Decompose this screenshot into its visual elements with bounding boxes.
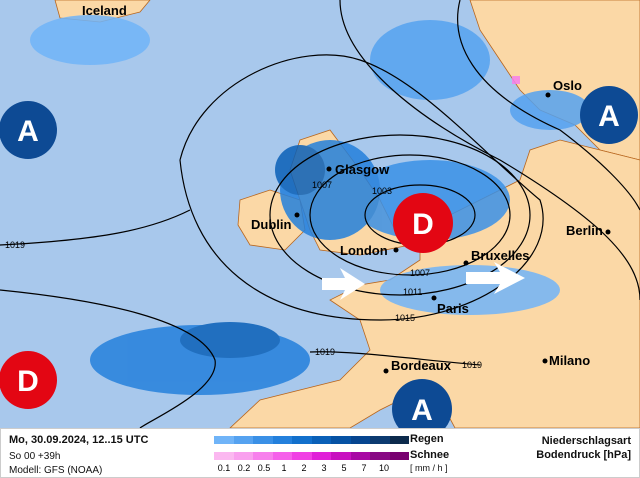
scale-swatch	[350, 452, 370, 460]
city-label: Paris	[437, 301, 469, 316]
rain-label: Regen	[410, 433, 444, 445]
isobar-label: 1019	[315, 347, 335, 357]
wind-arrow-icon	[322, 268, 365, 300]
isobar-label: 1003	[372, 186, 392, 196]
scale-swatch	[292, 436, 312, 444]
isobar-labels: 1019 1007 1003 1007 1011 1015 1019 1019	[5, 180, 482, 370]
scale-swatch	[389, 452, 409, 460]
scale-swatch	[370, 452, 390, 460]
legend: Mo, 30.09.2024, 12..15 UTC So 00 +39h Mo…	[0, 428, 640, 478]
legend-title-type: Niederschlagsart	[541, 435, 631, 447]
scale-swatch	[311, 452, 331, 460]
svg-text:A: A	[411, 394, 433, 427]
isobar-label: 1019	[5, 240, 25, 250]
low-pressure-icon	[393, 193, 453, 253]
scale-swatch	[370, 436, 390, 444]
scale-swatch	[233, 452, 253, 460]
scale-swatch	[331, 436, 351, 444]
scale-swatch	[214, 452, 234, 460]
wind-arrows	[322, 262, 525, 300]
isobar-label: 1015	[395, 313, 415, 323]
scale-tick: 2	[301, 463, 307, 473]
scale-tick: 0.2	[237, 463, 251, 473]
scale-swatch	[214, 436, 234, 444]
isobar-label: 1019	[462, 360, 482, 370]
legend-title-pressure: Bodendruck [hPa]	[536, 449, 631, 461]
city-label: Milano	[549, 353, 590, 368]
model-name: Modell: GFS (NOAA)	[9, 465, 103, 476]
isobar-label: 1007	[312, 180, 332, 190]
svg-text:A: A	[598, 100, 620, 133]
unit-label: [ mm / h ]	[410, 463, 448, 473]
scale-tick: 0.1	[217, 463, 231, 473]
scale-tick: 10	[378, 463, 389, 473]
scale-ticks: 0.1 0.2 0.5 1 2 3 5 7 10	[214, 463, 394, 473]
scale-swatch	[272, 452, 292, 460]
svg-text:D: D	[412, 208, 434, 241]
scale-tick: 5	[341, 463, 347, 473]
scale-swatch	[292, 452, 312, 460]
pressure-systems: A A D D A	[0, 86, 638, 428]
svg-text:D: D	[17, 365, 39, 398]
scale-swatch	[253, 436, 273, 444]
city-label: Dublin	[251, 217, 291, 232]
city-label: Bruxelles	[471, 248, 530, 263]
forecast-datetime: Mo, 30.09.2024, 12..15 UTC	[9, 434, 149, 446]
scale-swatch	[350, 436, 370, 444]
scale-swatch	[331, 452, 351, 460]
scale-tick: 0.5	[257, 463, 271, 473]
city-label: London	[340, 243, 388, 258]
city-label: Iceland	[82, 3, 127, 18]
isobar-label: 1011	[403, 287, 422, 297]
svg-text:A: A	[17, 115, 39, 148]
scale-swatch	[311, 436, 331, 444]
high-pressure-icon	[392, 379, 452, 428]
snow-color-scale	[214, 452, 409, 460]
scale-swatch	[253, 452, 273, 460]
rain-color-scale	[214, 436, 409, 444]
city-label: Bordeaux	[391, 358, 452, 373]
isobar-label: 1007	[410, 268, 430, 278]
low-pressure-icon	[0, 351, 57, 409]
city-label: Glasgow	[335, 162, 390, 177]
cities: Iceland Oslo Glasgow Dublin London Berli…	[82, 3, 611, 374]
scale-tick: 7	[361, 463, 367, 473]
scale-tick: 1	[281, 463, 287, 473]
snow-label: Schnee	[410, 449, 450, 461]
high-pressure-icon	[580, 86, 638, 144]
weather-map: 1019 1007 1003 1007 1011 1015 1019 1019 …	[0, 0, 640, 428]
city-label: Berlin	[566, 223, 603, 238]
scale-tick: 3	[321, 463, 327, 473]
scale-swatch	[272, 436, 292, 444]
city-label: Oslo	[553, 78, 582, 93]
high-pressure-icon	[0, 101, 57, 159]
model-run: So 00 +39h	[9, 451, 61, 462]
wind-arrow-icon	[466, 262, 525, 294]
scale-swatch	[389, 436, 409, 444]
scale-swatch	[233, 436, 253, 444]
